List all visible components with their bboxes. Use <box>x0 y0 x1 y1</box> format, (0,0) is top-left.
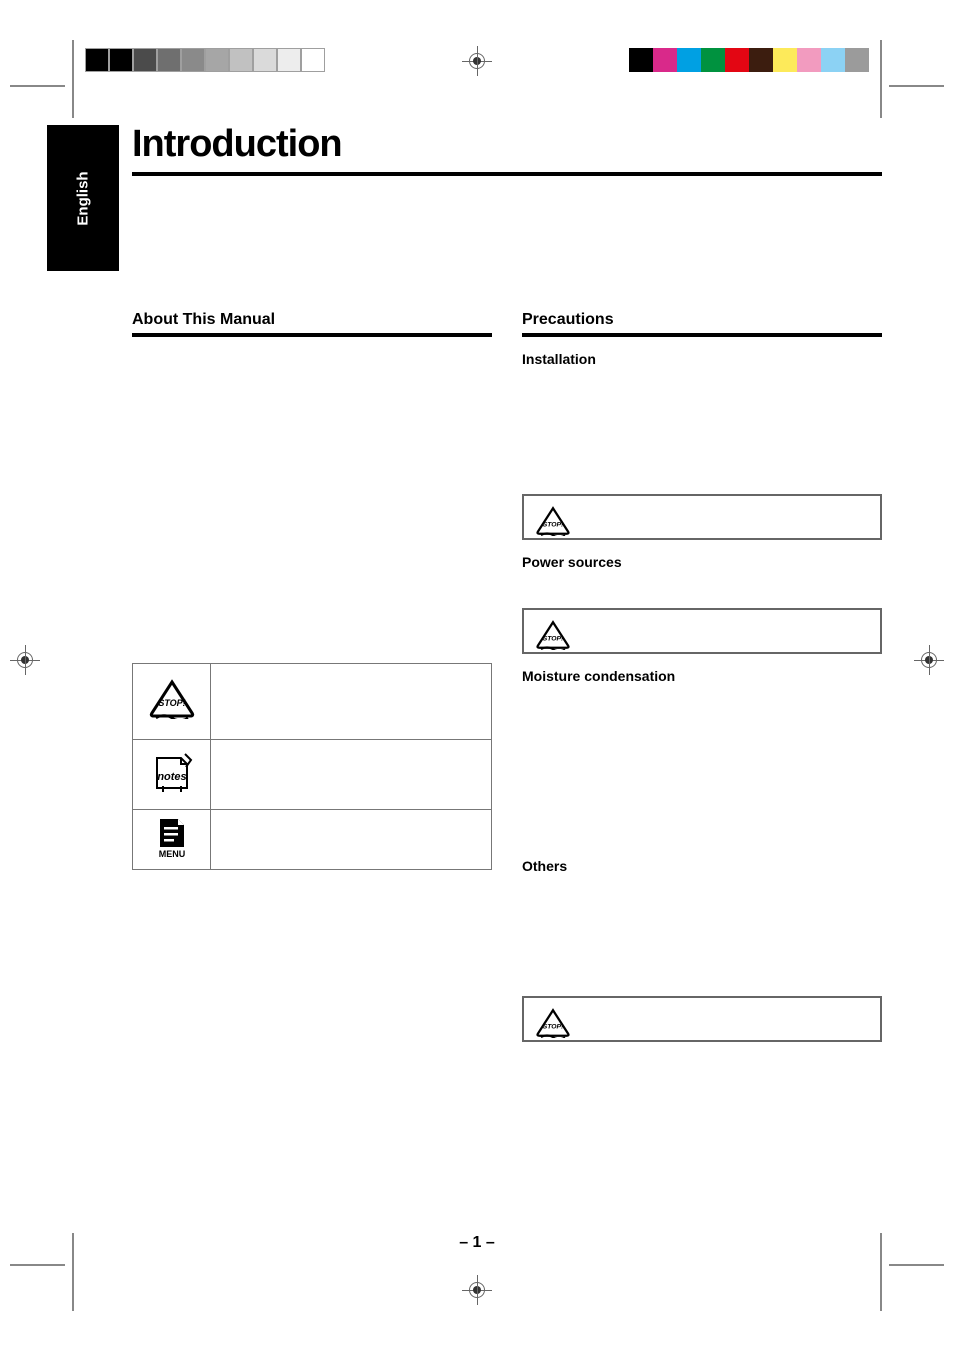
subhead-power: Power sources <box>522 554 882 570</box>
print-swatches-color <box>629 48 869 72</box>
subhead-moisture: Moisture condensation <box>522 668 882 684</box>
registration-mark-right <box>914 645 944 675</box>
warning-box-power: STOP! <box>522 608 882 654</box>
language-tab-label: English <box>74 171 91 225</box>
svg-text:STOP!: STOP! <box>543 635 564 642</box>
svg-text:notes: notes <box>157 771 186 783</box>
svg-text:STOP!: STOP! <box>543 1023 564 1030</box>
svg-text:MENU: MENU <box>158 849 185 859</box>
notes-icon: notes <box>147 750 197 794</box>
registration-mark-left <box>10 645 40 675</box>
stop-icon: STOP! <box>148 679 196 719</box>
section-heading-precautions: Precautions <box>522 311 882 329</box>
print-swatches-grayscale <box>85 48 325 72</box>
page-number: – 1 – <box>72 1234 882 1252</box>
warning-box-installation: STOP! <box>522 494 882 540</box>
section-rule <box>132 333 492 337</box>
menu-icon: MENU <box>152 815 192 859</box>
page-title: Introduction <box>132 123 882 166</box>
stop-icon: STOP! <box>534 506 572 536</box>
language-tab: English <box>47 125 119 271</box>
subhead-installation: Installation <box>522 351 882 367</box>
stop-icon: STOP! <box>534 620 572 650</box>
icon-legend-table: STOP! notes <box>132 663 492 870</box>
section-rule <box>522 333 882 337</box>
registration-mark-top <box>462 46 492 76</box>
svg-text:STOP!: STOP! <box>543 521 564 528</box>
svg-text:STOP!: STOP! <box>158 698 185 708</box>
stop-icon: STOP! <box>534 1008 572 1038</box>
subhead-others: Others <box>522 858 882 874</box>
registration-mark-bottom <box>462 1275 492 1305</box>
warning-box-others: STOP! <box>522 996 882 1042</box>
title-rule <box>132 172 882 176</box>
section-heading-about: About This Manual <box>132 311 492 329</box>
